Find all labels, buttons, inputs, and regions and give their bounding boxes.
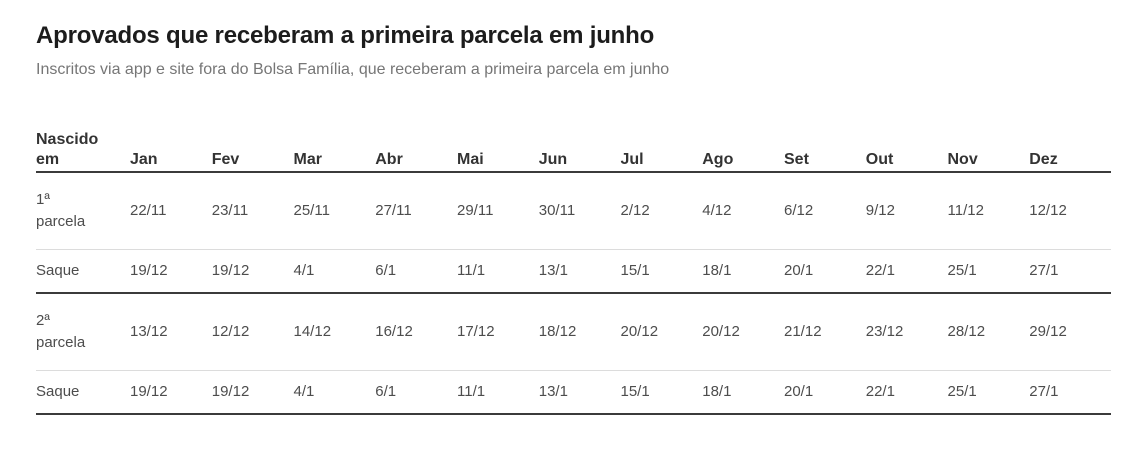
table-cell: 18/12 <box>538 323 577 341</box>
table-cell: 29/12 <box>1029 323 1067 341</box>
column-header-month: Ago <box>702 129 784 174</box>
table-cell: 11/12 <box>947 202 984 220</box>
table-cell: 15/1 <box>620 262 650 280</box>
table-cell: 12/12 <box>1029 202 1067 220</box>
column-header-nascido-em: Nascido em <box>36 129 130 174</box>
table-cell: 2/12 <box>620 202 650 220</box>
table-cell: 20/12 <box>620 323 659 341</box>
column-header-month: Abr <box>375 129 457 174</box>
payment-schedule-table: Nascido em Jan Fev Mar Abr Mai Jun Jul Ago Set Out… <box>36 129 1111 416</box>
table-cell: 16/12 <box>375 323 413 341</box>
row-label: 2ª parcela <box>36 312 86 351</box>
table-cell: 12/12 <box>211 323 250 341</box>
table-cell: 9/12 <box>865 202 895 220</box>
table-cell: 23/11 <box>211 202 249 220</box>
table-cell: 13/1 <box>538 262 568 280</box>
table-cell: 17/12 <box>457 323 495 341</box>
table-cell: 15/1 <box>620 383 650 401</box>
table-cell: 20/12 <box>702 323 740 341</box>
table-cell: 19/12 <box>130 383 168 401</box>
table-cell: 25/1 <box>947 383 977 401</box>
table-cell: 18/1 <box>702 262 732 280</box>
table-cell: 27/1 <box>1029 383 1059 401</box>
table-cell: 19/12 <box>130 262 168 280</box>
table-cell: 11/1 <box>457 262 486 280</box>
table-head: Nascido em Jan Fev Mar Abr Mai Jun Jul Ago Set Out… <box>36 129 1111 174</box>
table-cell: 6/1 <box>375 262 397 280</box>
table-cell: 18/1 <box>702 383 732 401</box>
table-cell: 6/12 <box>784 202 814 220</box>
column-header-month: Jul <box>620 129 703 174</box>
row-label: Saque <box>36 383 80 401</box>
table-row: 2ª parcela 13/12 12/12 14/12 16/12 17/12 18/12… <box>36 293 1111 371</box>
row-label: Saque <box>36 262 80 280</box>
column-header-month: Jan <box>130 129 212 174</box>
table-cell: 13/1 <box>538 383 568 401</box>
table-body: 1ª parcela 22/11 23/11 25/11 27/11 29/11 30/11… <box>36 172 1111 415</box>
row-label: 1ª parcela <box>36 191 86 230</box>
table-cell: 25/11 <box>293 202 330 220</box>
table-header-row: Nascido em Jan Fev Mar Abr Mai Jun Jul Ago Set Out… <box>36 129 1111 174</box>
table-cell: 20/1 <box>784 262 814 280</box>
table-cell: 22/1 <box>865 383 895 401</box>
table-cell: 19/12 <box>211 383 250 401</box>
column-header-month: Set <box>784 129 866 174</box>
table-cell: 23/12 <box>865 323 904 341</box>
table-cell: 19/12 <box>211 262 250 280</box>
page-subtitle: Inscritos via app e site fora do Bolsa F… <box>36 60 670 78</box>
table-cell: 6/1 <box>375 383 397 401</box>
page-title: Aprovados que receberam a primeira parce… <box>36 22 655 49</box>
column-header-month: Out <box>865 129 948 174</box>
table-cell: 11/1 <box>457 383 486 401</box>
column-header-month: Jun <box>538 129 621 174</box>
table-cell: 13/12 <box>130 323 168 341</box>
column-header-month: Fev <box>211 129 294 174</box>
table-cell: 29/11 <box>457 202 494 220</box>
column-header-month: Mar <box>293 129 376 174</box>
column-header-month: Dez <box>1029 129 1111 174</box>
table-cell: 22/1 <box>865 262 895 280</box>
table-cell: 21/12 <box>784 323 822 341</box>
column-header-month: Mai <box>457 129 539 174</box>
table-cell: 4/1 <box>293 262 315 280</box>
table-cell: 30/11 <box>538 202 576 220</box>
table-cell: 4/12 <box>702 202 732 220</box>
table-cell: 14/12 <box>293 323 332 341</box>
table-cell: 27/1 <box>1029 262 1059 280</box>
column-header-month: Nov <box>947 129 1030 174</box>
table-cell: 25/1 <box>947 262 977 280</box>
table-cell: 28/12 <box>947 323 986 341</box>
table-row: 1ª parcela 22/11 23/11 25/11 27/11 29/11 30/11… <box>36 172 1111 250</box>
table-row: Saque 19/12 19/12 4/1 6/1 11/1 13/1 15/1 18/1 20/… <box>36 370 1111 415</box>
table-cell: 20/1 <box>784 383 814 401</box>
table-cell: 4/1 <box>293 383 315 401</box>
table-cell: 27/11 <box>375 202 412 220</box>
table-cell: 22/11 <box>130 202 167 220</box>
table-row: Saque 19/12 19/12 4/1 6/1 11/1 13/1 15/1 18/1 20/… <box>36 249 1111 294</box>
